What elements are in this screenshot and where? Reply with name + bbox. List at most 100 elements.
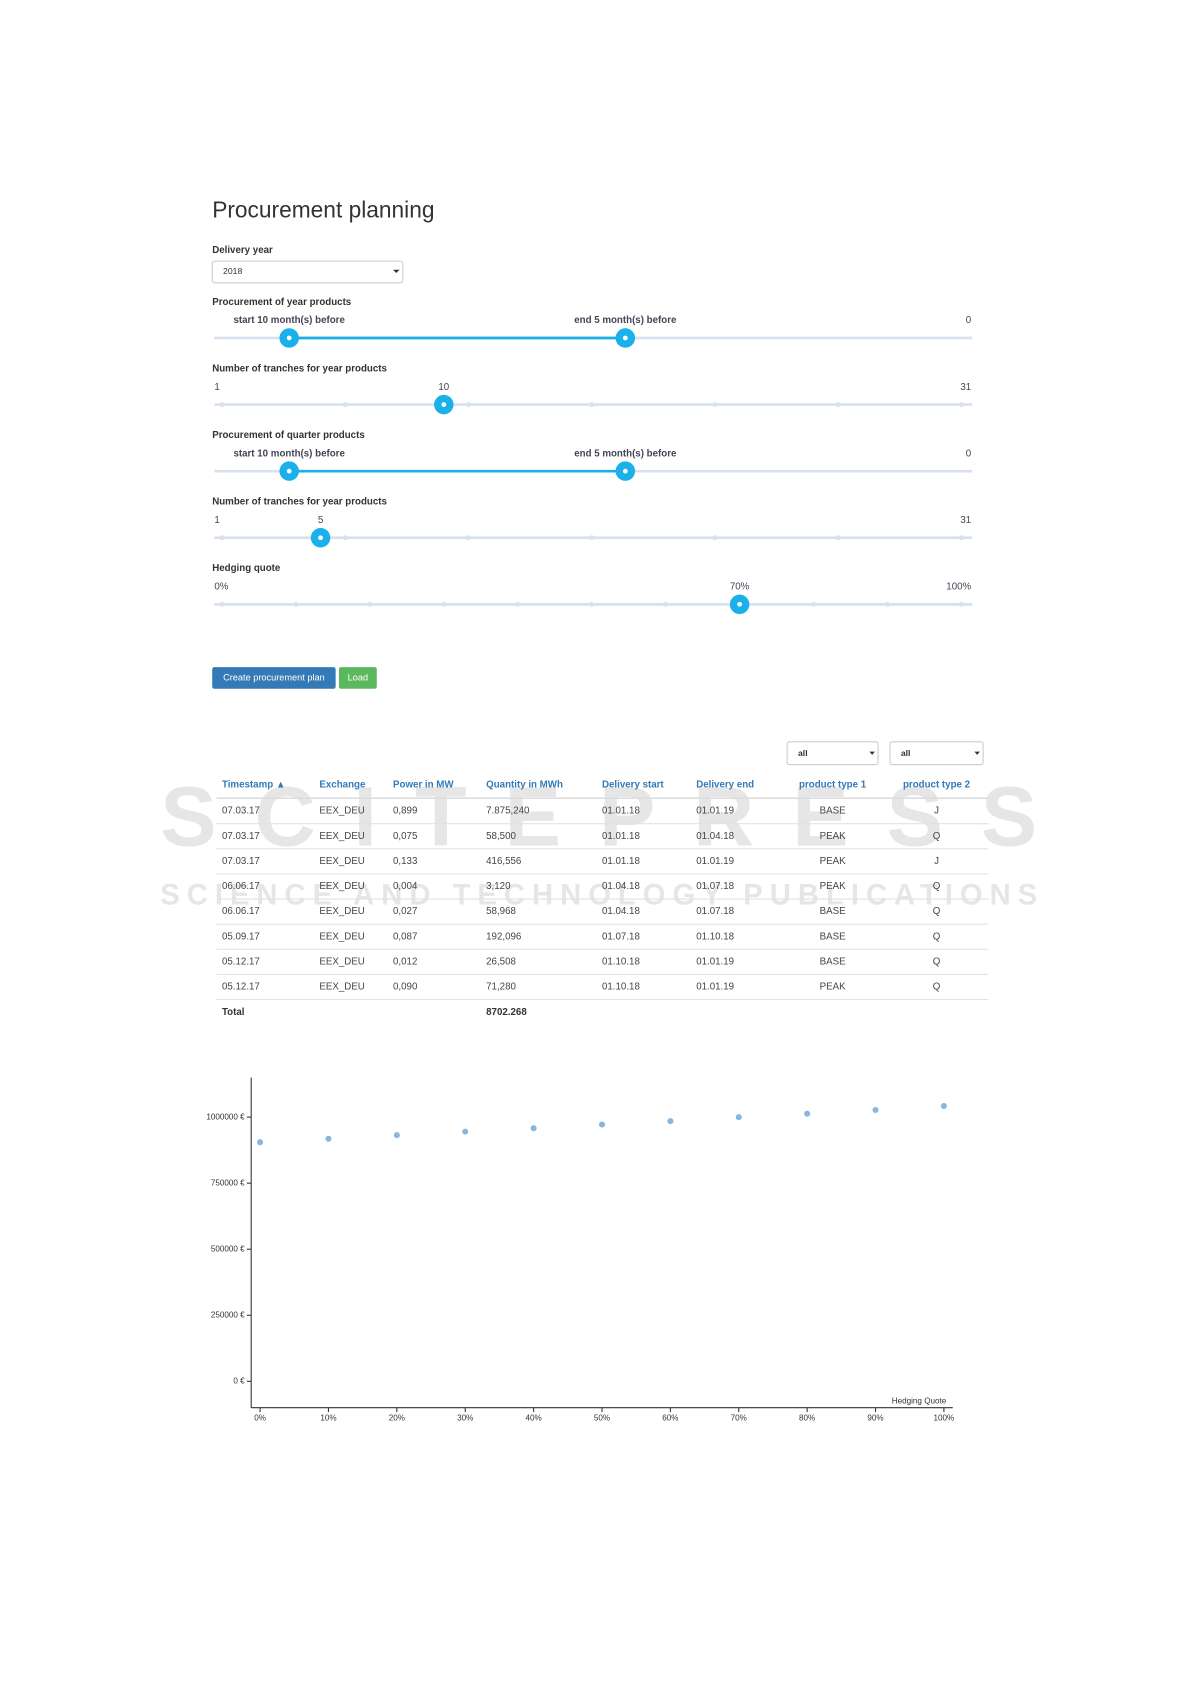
point bbox=[735, 1114, 742, 1121]
slider-step-dot bbox=[219, 601, 225, 607]
table-cell: J bbox=[934, 806, 939, 817]
table-cell: 01.04.18 bbox=[696, 831, 734, 842]
button-bg[interactable] bbox=[212, 667, 336, 689]
slider-step-dot bbox=[663, 601, 669, 607]
x-tick-label: 70% bbox=[731, 1414, 747, 1423]
slider-handle-dot bbox=[441, 402, 447, 407]
slider-step-dot bbox=[835, 535, 841, 541]
slider-step-dot bbox=[958, 402, 964, 408]
button[interactable]: Create procurement plan bbox=[212, 667, 336, 689]
table-cell: EEX_DEU bbox=[319, 856, 364, 867]
table-cell: 07.03.17 bbox=[222, 856, 260, 867]
table-cell: 26,508 bbox=[486, 956, 516, 967]
table-cell: BASE bbox=[820, 931, 846, 942]
x-tick-label: 50% bbox=[594, 1414, 610, 1423]
table-cell: 01.07.18 bbox=[696, 906, 734, 917]
table-cell: Q bbox=[933, 931, 941, 942]
slider-min-label: 1 bbox=[214, 515, 219, 526]
point bbox=[393, 1132, 400, 1139]
column-header[interactable]: Delivery end bbox=[696, 780, 754, 791]
y-tick-label: 0 € bbox=[233, 1376, 245, 1385]
column-header[interactable]: product type 1 bbox=[799, 780, 867, 791]
slider-handle-dot bbox=[286, 335, 292, 341]
y-tick-label: 500000 € bbox=[211, 1244, 245, 1253]
filter-select[interactable] bbox=[889, 741, 984, 766]
table-total-label: Total bbox=[222, 1007, 245, 1018]
x-tick-label: 60% bbox=[662, 1414, 678, 1423]
filters: all all bbox=[786, 741, 984, 766]
table-cell: Q bbox=[933, 881, 941, 892]
table-cell: 01.10.18 bbox=[602, 982, 640, 993]
filter-value[interactable]: all bbox=[901, 748, 911, 758]
x-tick-label: 30% bbox=[457, 1414, 473, 1423]
point bbox=[872, 1106, 879, 1114]
table-cell: BASE bbox=[820, 806, 846, 817]
table-cell: PEAK bbox=[820, 982, 846, 993]
column-header[interactable]: Exchange bbox=[319, 780, 366, 791]
x-axis-title: Hedging Quote bbox=[892, 1396, 947, 1405]
slider-step-dot bbox=[342, 535, 348, 541]
filter-select[interactable] bbox=[786, 741, 879, 766]
table-cell: Q bbox=[933, 982, 941, 993]
table-cell: 01.01.18 bbox=[602, 806, 640, 817]
slider-start-label: start 10 month(s) before bbox=[233, 448, 345, 459]
table-cell: 0,075 bbox=[393, 831, 417, 842]
table-cell: 01.01.18 bbox=[602, 831, 640, 842]
table-cell: EEX_DEU bbox=[319, 906, 364, 917]
y-tick-label: 250000 € bbox=[211, 1310, 245, 1319]
slider-label: Number of tranches for year products bbox=[212, 497, 387, 508]
slider-step-dot bbox=[367, 601, 373, 607]
slider-step-dot bbox=[589, 402, 595, 408]
table-cell: 01.01.19 bbox=[696, 856, 734, 867]
table-cell: 0,090 bbox=[393, 982, 418, 993]
page-title: Procurement planning bbox=[212, 196, 434, 222]
filter-value[interactable]: all bbox=[798, 748, 808, 758]
table-cell: 71,280 bbox=[486, 982, 516, 993]
table-cell: 01.01.19 bbox=[696, 982, 734, 993]
point bbox=[257, 1139, 264, 1146]
slider-step-dot bbox=[219, 535, 225, 541]
year-select[interactable]: 2018 bbox=[211, 260, 404, 284]
button-label[interactable]: Create procurement plan bbox=[223, 672, 325, 682]
slider-handle-dot bbox=[286, 468, 292, 474]
slider-label: Number of tranches for year products bbox=[212, 363, 387, 374]
column-header[interactable]: Quantity in MWh bbox=[486, 780, 563, 791]
select-value[interactable]: 2018 bbox=[223, 266, 242, 276]
slider-value-label: 10 bbox=[438, 382, 449, 393]
table-cell: 01.07.18 bbox=[696, 881, 734, 892]
x-tick-label: 40% bbox=[525, 1414, 541, 1423]
column-header[interactable]: Power in MW bbox=[393, 780, 454, 791]
slider-max-label: 31 bbox=[960, 515, 971, 526]
sliders: Procurement of year products start 10 mon… bbox=[212, 297, 973, 615]
column-header[interactable]: Timestamp ▲ bbox=[222, 780, 286, 791]
select-box[interactable] bbox=[211, 260, 404, 284]
select-arrow bbox=[869, 751, 875, 755]
slider-step-dot bbox=[465, 402, 471, 408]
slider-step-dot bbox=[712, 535, 718, 541]
table-cell: 0,087 bbox=[393, 931, 417, 942]
column-header[interactable]: product type 2 bbox=[903, 780, 971, 791]
table-cell: 07.03.17 bbox=[222, 831, 260, 842]
table-cell: 01.01.18 bbox=[602, 856, 640, 867]
button[interactable]: Load bbox=[338, 667, 377, 689]
table-cell: Q bbox=[933, 906, 941, 917]
y-tick-label: 1000000 € bbox=[206, 1112, 245, 1121]
button-label[interactable]: Load bbox=[348, 672, 368, 682]
slider-end-label: end 5 month(s) before bbox=[574, 448, 677, 459]
button-bg[interactable] bbox=[338, 667, 377, 689]
slider-step-dot bbox=[441, 601, 447, 607]
table-cell: PEAK bbox=[820, 856, 846, 867]
table-cell: PEAK bbox=[820, 881, 846, 892]
table-cell: EEX_DEU bbox=[319, 881, 364, 892]
table-cell: BASE bbox=[820, 906, 846, 917]
table-cell: 05.12.17 bbox=[222, 982, 260, 993]
table-cell: 01.07.18 bbox=[602, 931, 640, 942]
column-header[interactable]: Delivery start bbox=[602, 780, 664, 791]
table-cell: EEX_DEU bbox=[319, 956, 364, 967]
slider-step-dot bbox=[293, 601, 299, 607]
table-cell: 192,096 bbox=[486, 931, 521, 942]
table-cell: 05.12.17 bbox=[222, 956, 260, 967]
table-cell: J bbox=[934, 856, 939, 867]
